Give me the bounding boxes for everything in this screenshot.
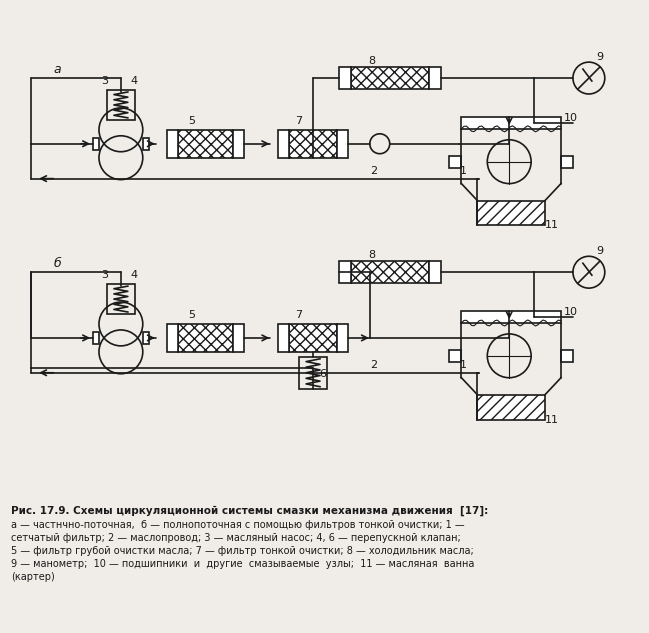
Text: 4: 4 xyxy=(131,76,138,86)
Bar xyxy=(299,357,327,389)
Text: (картер): (картер) xyxy=(11,572,55,582)
Text: 11: 11 xyxy=(545,220,559,230)
Text: сетчатый фильтр; 2 — маслопровод; 3 — масляный насос; 4, 6 — перепускной клапан;: сетчатый фильтр; 2 — маслопровод; 3 — ма… xyxy=(11,533,461,543)
Bar xyxy=(461,117,561,129)
Bar xyxy=(93,332,99,344)
Bar xyxy=(478,394,545,420)
Text: 9: 9 xyxy=(596,246,603,256)
Text: 8: 8 xyxy=(368,250,375,260)
Bar xyxy=(339,261,351,283)
Bar xyxy=(289,130,337,158)
Bar xyxy=(167,324,178,352)
Text: 7: 7 xyxy=(295,116,302,126)
Text: 2: 2 xyxy=(370,360,377,370)
Bar xyxy=(167,130,178,158)
Text: б: б xyxy=(53,257,61,270)
Bar xyxy=(233,324,244,352)
Text: 5: 5 xyxy=(189,116,195,126)
Text: 3: 3 xyxy=(101,270,108,280)
Text: 6: 6 xyxy=(319,369,326,379)
Bar xyxy=(428,67,441,89)
Bar xyxy=(93,138,99,150)
Text: 1: 1 xyxy=(459,360,467,370)
Text: 3: 3 xyxy=(101,76,108,86)
Text: 1: 1 xyxy=(459,166,467,175)
Bar xyxy=(233,130,244,158)
Bar xyxy=(461,311,561,323)
Bar xyxy=(278,324,289,352)
Text: 2: 2 xyxy=(370,166,377,175)
Text: 11: 11 xyxy=(545,415,559,425)
Bar xyxy=(178,324,233,352)
Bar xyxy=(450,156,461,168)
Bar xyxy=(107,284,135,314)
Bar xyxy=(289,324,337,352)
Bar xyxy=(351,67,428,89)
Bar xyxy=(561,350,573,362)
Bar xyxy=(178,130,233,158)
Text: 4: 4 xyxy=(131,270,138,280)
Bar xyxy=(107,90,135,120)
Bar xyxy=(561,156,573,168)
Bar xyxy=(337,130,348,158)
Text: 10: 10 xyxy=(564,113,578,123)
Bar xyxy=(450,350,461,362)
Text: 10: 10 xyxy=(564,307,578,317)
Text: Рис. 17.9. Схемы циркуляционной системы смазки механизма движения  [17]:: Рис. 17.9. Схемы циркуляционной системы … xyxy=(11,506,489,517)
Text: 9 — манометр;  10 — подшипники  и  другие  смазываемые  узлы;  11 — масляная  ва: 9 — манометр; 10 — подшипники и другие с… xyxy=(11,559,474,569)
Bar xyxy=(351,261,428,283)
Text: а — частнчно-поточная,  б — полнопоточная с помощью фильтров тонкой очистки; 1 —: а — частнчно-поточная, б — полнопоточная… xyxy=(11,520,465,530)
Bar xyxy=(337,324,348,352)
Text: 8: 8 xyxy=(368,56,375,66)
Bar xyxy=(278,130,289,158)
Text: а: а xyxy=(53,63,61,76)
Bar xyxy=(478,201,545,225)
Text: 5: 5 xyxy=(189,310,195,320)
Text: 9: 9 xyxy=(596,52,603,62)
Text: 7: 7 xyxy=(295,310,302,320)
Text: 5 — фильтр грубой очистки масла; 7 — фильтр тонкой очистки; 8 — холодильник масл: 5 — фильтр грубой очистки масла; 7 — фил… xyxy=(11,546,474,556)
Bar xyxy=(143,332,149,344)
Bar xyxy=(428,261,441,283)
Bar xyxy=(143,138,149,150)
Bar xyxy=(339,67,351,89)
